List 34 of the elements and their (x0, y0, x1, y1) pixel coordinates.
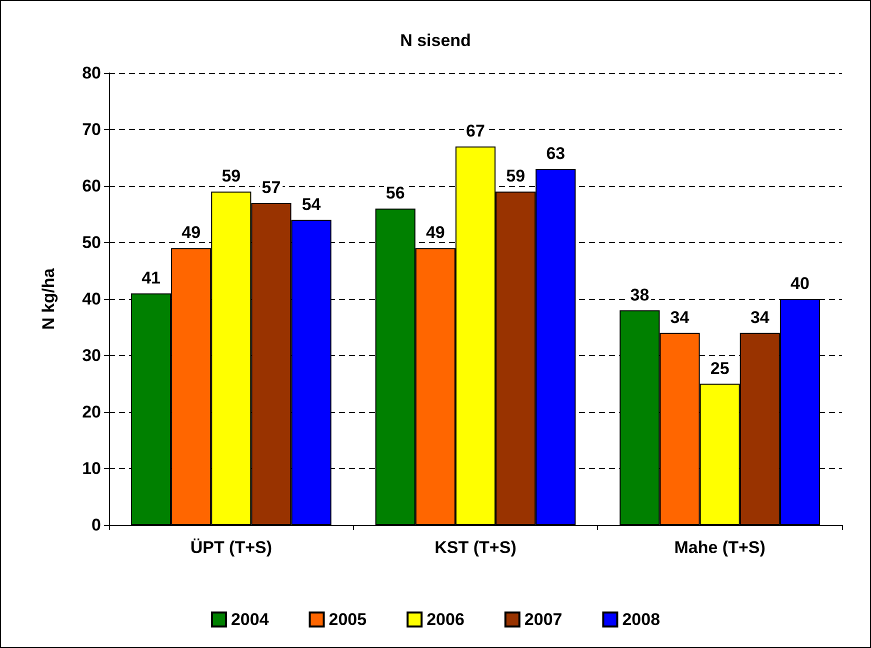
y-tick-label: 50 (82, 233, 101, 252)
legend-label: 2005 (328, 610, 367, 629)
y-tick-label: 60 (82, 176, 101, 196)
data-label: 34 (750, 308, 770, 327)
data-label: 56 (386, 184, 405, 203)
data-label: 40 (790, 274, 810, 293)
data-label: 49 (182, 223, 201, 242)
y-tick-label: 80 (82, 64, 101, 82)
data-label: 25 (710, 358, 730, 378)
x-tick-label: Mahe (T+S) (674, 538, 766, 557)
data-label: 54 (302, 194, 322, 214)
data-label: 38 (630, 285, 650, 304)
data-label: 41 (142, 268, 160, 288)
chart-title: N sisend (400, 31, 471, 50)
y-tick-label: 20 (82, 402, 101, 422)
data-label: 57 (262, 178, 281, 197)
x-tick-label: ÜPT (T+S) (190, 538, 272, 557)
data-label: 59 (506, 166, 526, 186)
y-tick-label: 70 (82, 120, 101, 139)
data-label: 49 (426, 223, 445, 242)
y-tick-label: 10 (82, 459, 101, 478)
legend-label: 2008 (622, 610, 660, 629)
y-axis-title: N kg/ha (39, 268, 58, 330)
y-tick-label: 40 (82, 290, 101, 308)
data-label: 34 (670, 308, 690, 327)
data-label: 59 (222, 166, 241, 186)
data-label: 63 (546, 144, 566, 164)
data-label: 67 (466, 121, 485, 140)
x-tick-label: KST (T+S) (434, 538, 516, 557)
y-tick-label: 0 (92, 516, 101, 534)
legend-label: 2004 (230, 610, 270, 629)
y-tick-label: 30 (82, 346, 101, 365)
legend-label: 2006 (426, 610, 464, 629)
legend-label: 2007 (524, 610, 562, 629)
